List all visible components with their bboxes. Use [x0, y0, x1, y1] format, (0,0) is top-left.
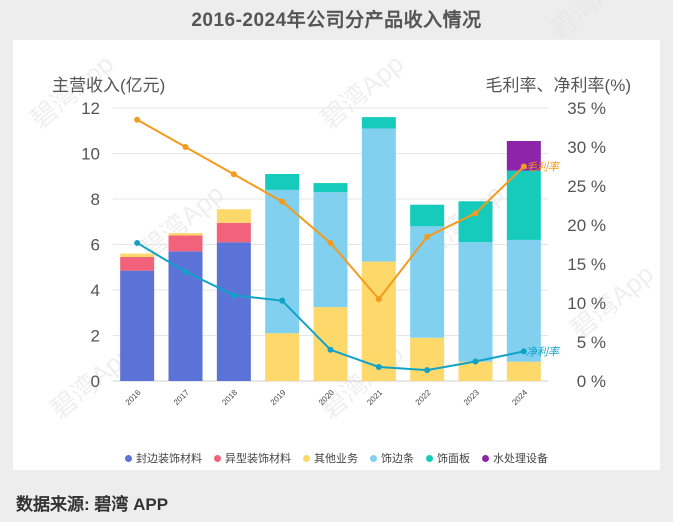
- y-left-tick-label: 12: [81, 99, 100, 118]
- legend-item: 异型装饰材料: [214, 450, 291, 466]
- line-end-label: 净利率: [526, 345, 561, 358]
- bar-segment: [458, 361, 493, 381]
- watermark-text: 碧湾App: [545, 0, 640, 45]
- x-tick-label: 2023: [462, 388, 481, 407]
- bar-segment: [361, 128, 396, 262]
- bar-segment: [265, 333, 300, 381]
- legend-label: 异型装饰材料: [225, 453, 291, 465]
- bar-segment: [313, 192, 348, 308]
- bar-segment: [216, 222, 251, 243]
- y-right-axis-title: 毛利率、净利率(%): [486, 76, 631, 95]
- legend-label: 封边装饰材料: [136, 453, 202, 465]
- chart-title: 2016-2024年公司分产品收入情况: [191, 10, 482, 31]
- bar-segment: [361, 117, 396, 129]
- bar-segment: [506, 170, 541, 240]
- legend: 封边装饰材料 异型装饰材料 其他业务 饰边条 饰面板 水处理设备: [0, 450, 673, 466]
- legend-label: 水处理设备: [493, 453, 548, 465]
- bar-segment: [120, 253, 155, 258]
- x-tick-label: 2019: [269, 388, 288, 407]
- y-right-tick-label: 5 %: [577, 333, 606, 352]
- data-source: 数据来源: 碧湾 APP: [16, 495, 169, 514]
- y-right-tick-label: 20 %: [567, 216, 606, 235]
- line-point: [279, 198, 286, 205]
- legend-item: 饰面板: [426, 450, 470, 466]
- y-left-tick-label: 2: [91, 327, 100, 346]
- legend-swatch: [426, 454, 433, 462]
- bar-segment: [361, 261, 396, 381]
- legend-item: 其他业务: [303, 450, 358, 466]
- bar-segment: [216, 242, 251, 381]
- bar-segment: [265, 189, 300, 334]
- line-point: [230, 292, 237, 299]
- bar-segment: [313, 307, 348, 381]
- line-end-label: 毛利率: [526, 161, 561, 174]
- line-point: [182, 268, 189, 275]
- bar-segment: [410, 226, 445, 338]
- line-point: [134, 116, 141, 123]
- bar-segment: [120, 257, 155, 271]
- bar-segment: [458, 201, 493, 243]
- y-left-tick-label: 0: [91, 372, 100, 391]
- bar-segment: [120, 270, 155, 381]
- line-point: [375, 296, 382, 303]
- line-point: [520, 163, 527, 170]
- y-left-tick-label: 8: [91, 190, 100, 209]
- bar-segment: [265, 173, 300, 190]
- x-tick-label: 2024: [510, 388, 529, 407]
- legend-swatch: [482, 454, 489, 462]
- y-left-tick-label: 4: [91, 281, 100, 300]
- bar-layer: [120, 117, 541, 381]
- line-point: [279, 297, 286, 304]
- legend-item: 封边装饰材料: [125, 450, 202, 466]
- line-point: [375, 363, 382, 370]
- bar-segment: [168, 235, 203, 252]
- bar-segment: [410, 337, 445, 381]
- bar-segment: [410, 204, 445, 227]
- line-point: [327, 239, 334, 246]
- legend-label: 其他业务: [314, 453, 358, 465]
- bar-segment: [506, 361, 541, 381]
- bar-segment: [216, 209, 251, 223]
- y-right-tick-label: 0 %: [577, 372, 606, 391]
- line-point: [182, 144, 189, 150]
- legend-swatch: [125, 454, 132, 462]
- x-tick-label: 2022: [414, 388, 433, 407]
- y-right-tick-label: 15 %: [567, 255, 606, 274]
- legend-label: 饰边条: [381, 453, 414, 465]
- x-tick-label: 2016: [124, 388, 143, 407]
- x-tick-label: 2017: [172, 388, 191, 407]
- legend-item: 水处理设备: [482, 450, 548, 466]
- line-point: [520, 348, 527, 355]
- legend-item: 饰边条: [370, 450, 414, 466]
- y-left-tick-label: 10: [81, 145, 100, 164]
- bar-segment: [458, 242, 493, 362]
- y-right-tick-label: 30 %: [567, 138, 606, 157]
- line-point: [134, 239, 141, 246]
- y-right-tick-label: 35 %: [567, 99, 606, 118]
- legend-swatch: [214, 454, 221, 462]
- line-point: [327, 346, 334, 353]
- line-point: [424, 233, 431, 240]
- y-left-axis-title: 主营收入(亿元): [52, 76, 165, 95]
- y-right-tick-label: 25 %: [567, 177, 606, 196]
- legend-swatch: [370, 454, 377, 462]
- bar-segment: [506, 239, 541, 362]
- x-tick-label: 2018: [220, 388, 239, 407]
- line-point: [424, 367, 431, 374]
- line-point: [472, 210, 479, 217]
- legend-swatch: [303, 454, 310, 462]
- legend-label: 饰面板: [437, 453, 470, 465]
- bar-segment: [313, 183, 348, 193]
- line-point: [230, 171, 237, 178]
- bar-segment: [168, 233, 203, 236]
- y-left-tick-label: 6: [91, 236, 100, 255]
- y-right-tick-label: 10 %: [567, 294, 606, 313]
- line-point: [472, 358, 479, 365]
